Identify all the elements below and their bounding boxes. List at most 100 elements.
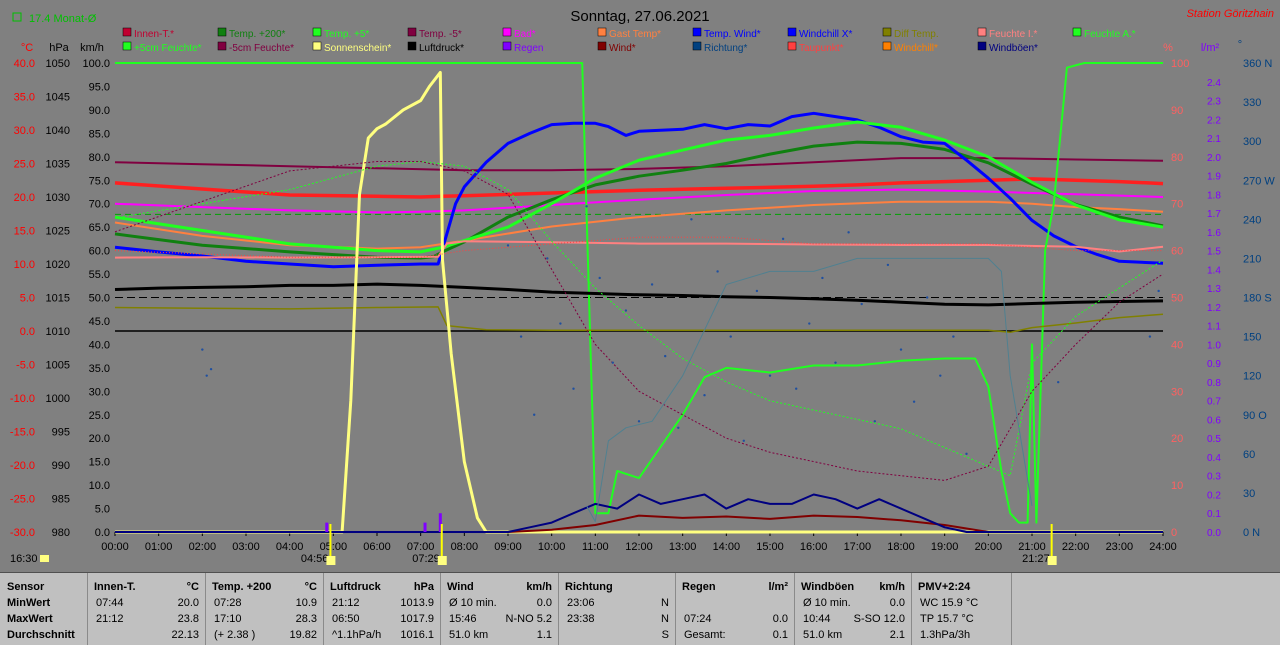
stats-cell-value: N	[661, 597, 669, 609]
legend-swatch	[977, 27, 987, 37]
stats-block-title: PMV+2:24	[918, 581, 971, 593]
stats-cell-value: 0.1	[772, 629, 788, 641]
speed-tick-label: 100.0	[82, 58, 110, 70]
stats-block-unit: °C	[186, 581, 199, 593]
rain-tick-label: 1.2	[1207, 303, 1221, 314]
stats-cell-label: 51.0 km	[803, 629, 843, 641]
stats-cell-value: N-NO 5.2	[505, 613, 552, 625]
stats-block: PMV+2:24 WC 15.9 °C TP 15.7 °C 1.3hPa/3h	[912, 573, 1012, 645]
temp-tick-label: 5.0	[20, 293, 35, 305]
unit-pressure: hPa	[49, 42, 69, 54]
legend-label: Feuchte I.*	[989, 29, 1037, 40]
series-line	[114, 188, 1164, 214]
direction-point	[1148, 335, 1152, 338]
stats-block-unit: hPa	[413, 581, 434, 593]
temp-tick-label: -15.0	[10, 427, 35, 439]
rain-tick-label: 1.8	[1207, 190, 1221, 201]
direction-point	[611, 361, 614, 364]
legend-label: Innen-T.*	[134, 29, 174, 40]
stats-cell-value: 0.0	[772, 613, 788, 625]
direction-point	[546, 257, 549, 260]
rain-tick-label: 0.4	[1207, 453, 1221, 464]
rain-tick-label: 0.8	[1207, 378, 1221, 389]
previous-marker-box	[40, 555, 49, 562]
pressure-tick-label: 1025	[46, 226, 70, 238]
direction-point	[847, 231, 850, 234]
direction-point	[939, 374, 942, 377]
humidity-tick-label: 90	[1171, 105, 1183, 117]
direction-point	[795, 387, 798, 390]
legend-swatch	[407, 27, 417, 37]
rain-tick-label: 0.6	[1207, 415, 1221, 426]
temp-tick-label: 35.0	[14, 92, 35, 104]
direction-tick-label: 120	[1243, 371, 1261, 383]
direction-point	[559, 322, 562, 325]
statistics-panel: Sensor MinWert MaxWert Durchschnitt Inne…	[0, 572, 1280, 645]
direction-point	[690, 218, 693, 221]
legend-swatch	[217, 41, 227, 51]
direction-point	[926, 296, 929, 299]
stats-cell-value: 23.8	[177, 613, 199, 625]
direction-point	[965, 452, 968, 456]
x-tick-label: 16:00	[800, 541, 828, 553]
stats-block: Luftdruck hPa 21:12 1013.9 06:50 1017.9 ^1.1hP…	[324, 573, 441, 645]
pressure-tick-label: 1010	[46, 326, 70, 338]
stats-block-title: Richtung	[565, 581, 613, 593]
rain-bars	[325, 513, 442, 532]
legend-label: Windchill*	[894, 43, 938, 54]
rain-tick-label: 1.5	[1207, 247, 1221, 258]
stats-cell-value: 0.0	[889, 597, 905, 609]
stats-cell-label: Ø 10 min.	[803, 597, 851, 609]
speed-tick-label: 40.0	[89, 339, 110, 351]
legend-swatch	[1072, 27, 1082, 37]
speed-tick-label: 65.0	[89, 222, 110, 234]
pressure-tick-label: 985	[52, 494, 70, 506]
stats-cell-label: 10:44	[803, 613, 831, 625]
stats-cell-label: (+ 2.38 )	[214, 629, 256, 641]
row-label-sensor: Sensor	[7, 581, 45, 593]
direction-tick-label: 180 S	[1243, 293, 1272, 305]
temp-tick-label: 0.0	[20, 326, 35, 338]
temp-tick-label: 40.0	[14, 58, 35, 70]
speed-tick-label: 60.0	[89, 246, 110, 258]
stats-cell-value: S	[661, 629, 669, 641]
pressure-tick-label: 1005	[46, 360, 70, 372]
row-label-avg: Durchschnitt	[7, 629, 75, 641]
stats-block: Windböen km/h Ø 10 min. 0.0 10:44 S-SO 12.0 51…	[795, 573, 912, 645]
series-line	[114, 161, 1164, 477]
legend-label: Regen	[514, 43, 543, 54]
direction-point	[781, 237, 785, 241]
direction-tick-label: 240	[1243, 214, 1261, 226]
month-average-icon	[12, 12, 22, 22]
stats-block: Regen l/m² 07:24 0.0 Gesamt: 0.1	[676, 573, 795, 645]
direction-point	[664, 354, 667, 358]
speed-tick-label: 5.0	[95, 504, 110, 516]
temp-tick-label: 10.0	[14, 259, 35, 271]
legend-swatch	[122, 27, 132, 37]
time-marker-label: 04:56	[301, 553, 329, 565]
direction-point	[572, 387, 575, 390]
direction-point	[755, 289, 759, 293]
direction-point	[952, 335, 955, 338]
direction-point	[716, 270, 719, 273]
stats-cell-value: 2.1	[889, 629, 905, 641]
direction-point	[729, 335, 732, 338]
temp-tick-label: 25.0	[14, 159, 35, 171]
rain-bar	[438, 513, 442, 532]
speed-tick-label: 50.0	[89, 293, 110, 305]
legend-label: Sonnenschein*	[324, 43, 391, 54]
x-tick-label: 02:00	[189, 541, 217, 553]
direction-tick-label: 60	[1243, 449, 1255, 461]
x-tick-label: 08:00	[451, 541, 479, 553]
rain-tick-label: 0.5	[1207, 434, 1221, 445]
pressure-tick-label: 1035	[46, 159, 70, 171]
x-tick-label: 05:00	[320, 541, 348, 553]
station-name: Station Göritzhain	[1187, 8, 1274, 20]
legend-swatch	[502, 27, 512, 37]
legend-label: Temp. Wind*	[704, 29, 761, 40]
direction-point	[205, 374, 208, 377]
stats-cell-label: Ø 10 min.	[449, 597, 497, 609]
x-tick-label: 00:00	[101, 541, 129, 553]
row-label-max: MaxWert	[7, 613, 53, 625]
direction-point	[637, 420, 641, 423]
